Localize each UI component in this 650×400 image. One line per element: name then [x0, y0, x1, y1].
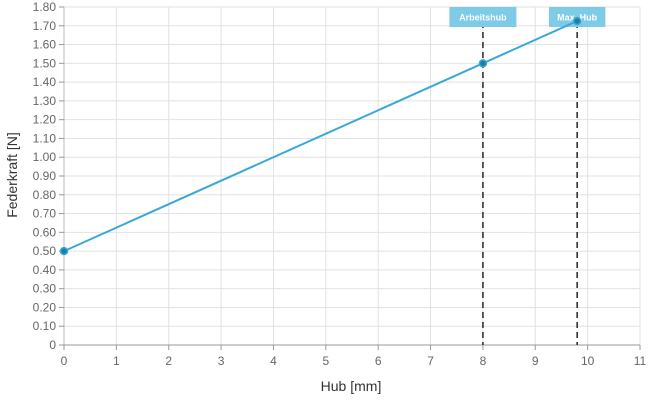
x-tick-label: 3	[218, 354, 225, 368]
data-point	[478, 59, 488, 68]
x-axis-ticks: 0 1 2 3 4 5 6 7 8 9 10 11	[61, 345, 647, 368]
y-tick-label: 1.70	[33, 19, 57, 33]
x-axis-title: Hub [mm]	[321, 378, 382, 394]
x-tick-label: 11	[634, 354, 647, 368]
y-tick-label: 0.80	[33, 188, 57, 202]
x-tick-label: 9	[532, 354, 539, 368]
marker-label: Arbeitshub	[459, 13, 507, 23]
y-tick-label: 0	[49, 338, 56, 352]
y-tick-label: 0.30	[33, 282, 57, 296]
x-tick-label: 2	[165, 354, 172, 368]
x-tick-label: 10	[581, 354, 595, 368]
data-point	[572, 16, 582, 26]
y-tick-label: 0.20	[33, 300, 57, 314]
y-tick-label: 1.00	[33, 150, 57, 164]
y-tick-label: 1.10	[33, 131, 57, 145]
series-line	[63, 20, 578, 253]
y-tick-label: 0.70	[33, 207, 57, 221]
y-axis-ticks: 0 0.10 0.20 0.30 0.40 0.50 0.60 0.70 0.80 0.90 1.0…	[33, 0, 64, 352]
y-tick-label: 1.20	[33, 113, 57, 127]
y-tick-label: 0.40	[33, 263, 57, 277]
y-tick-label: 1.30	[33, 94, 57, 108]
data-point	[59, 246, 69, 256]
y-tick-label: 1.60	[33, 38, 57, 52]
y-tick-label: 0.90	[33, 169, 57, 183]
y-tick-label: 1.40	[33, 75, 57, 89]
x-tick-label: 4	[270, 354, 277, 368]
y-tick-label: 0.60	[33, 225, 57, 239]
x-tick-label: 7	[427, 354, 434, 368]
x-tick-label: 0	[61, 354, 68, 368]
y-tick-label: 0.10	[33, 319, 57, 333]
x-tick-label: 1	[113, 354, 120, 368]
y-tick-label: 1.80	[33, 0, 57, 14]
x-tick-label: 6	[375, 354, 382, 368]
y-tick-label: 1.50	[33, 56, 57, 70]
y-axis-title: Federkraft [N]	[4, 132, 20, 218]
x-tick-label: 8	[480, 354, 487, 368]
y-tick-label: 0.50	[33, 244, 57, 258]
marker-label-box	[449, 7, 517, 27]
grid	[64, 6, 641, 345]
series	[59, 16, 582, 256]
x-tick-label: 5	[322, 354, 329, 368]
